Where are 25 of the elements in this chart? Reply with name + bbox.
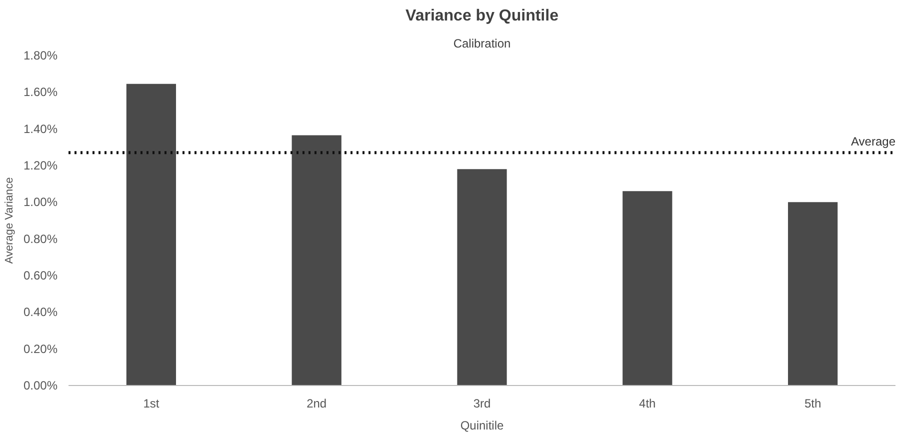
bar <box>457 169 507 386</box>
y-tick-label: 0.80% <box>23 232 58 246</box>
x-tick-label: 3rd <box>473 396 491 410</box>
y-tick-label: 0.60% <box>23 268 58 282</box>
bar <box>292 135 342 386</box>
y-axis-title: Average Variance <box>3 177 16 264</box>
x-axis-title: Quinitile <box>460 418 504 432</box>
y-tick-label: 1.00% <box>23 195 58 210</box>
y-tick-label: 1.80% <box>23 48 58 62</box>
x-tick-label: 1st <box>143 396 160 410</box>
bar <box>788 202 838 386</box>
y-tick-label: 1.40% <box>23 122 58 136</box>
chart-subtitle: Calibration <box>453 36 511 50</box>
y-tick-label: 0.40% <box>23 305 58 320</box>
x-tick-label: 4th <box>639 396 656 410</box>
bar <box>622 191 672 386</box>
y-tick-label: 1.20% <box>23 158 58 172</box>
bar <box>126 84 176 386</box>
x-tick-label: 5th <box>804 396 822 410</box>
ref-line-label: Average <box>851 134 896 149</box>
y-tick-label: 0.00% <box>23 378 58 392</box>
x-tick-label: 2nd <box>306 396 327 410</box>
y-tick-label: 0.20% <box>23 342 58 356</box>
y-tick-label: 1.60% <box>23 85 58 100</box>
chart-title: Variance by Quintile <box>406 8 559 24</box>
